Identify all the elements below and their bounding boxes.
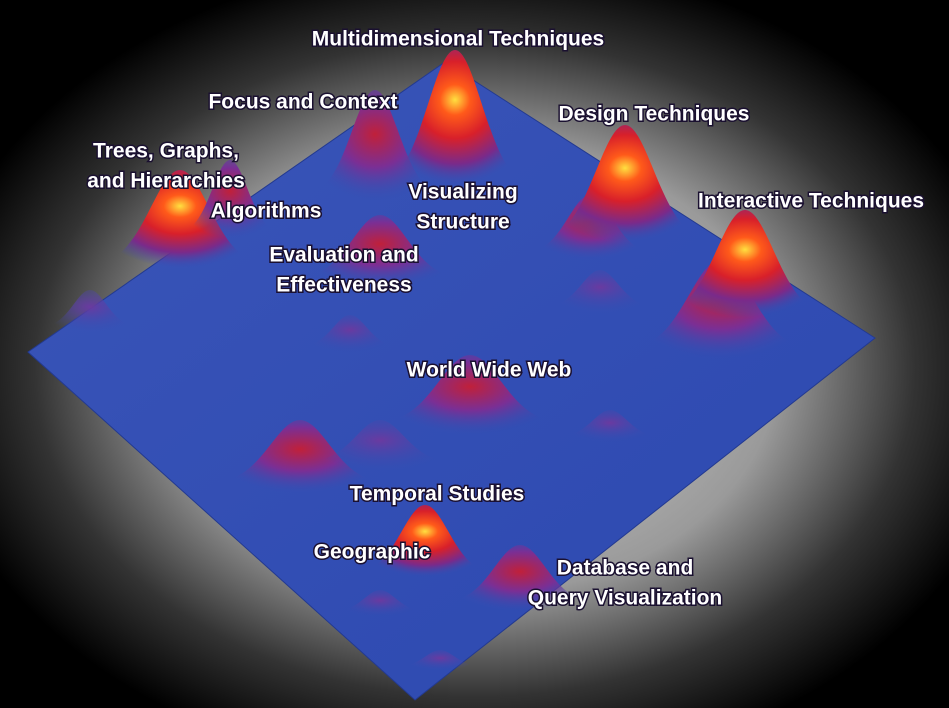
terrain-peak bbox=[570, 410, 650, 442]
topic-label: Database and bbox=[557, 557, 694, 580]
topic-label: World Wide Web bbox=[407, 359, 572, 382]
topic-label: Structure bbox=[416, 211, 509, 234]
terrain-peak bbox=[310, 215, 450, 288]
topic-label: Multidimensional Techniques bbox=[312, 28, 604, 51]
topic-label: Interactive Techniques bbox=[698, 190, 924, 213]
terrain-peak bbox=[225, 420, 375, 494]
topic-label: Effectiveness bbox=[276, 274, 411, 297]
terrain-peak bbox=[410, 650, 470, 671]
topic-labels: Multidimensional Techniques Focus and Con… bbox=[86, 26, 926, 611]
topic-label: Focus and Context bbox=[208, 91, 397, 114]
terrain-peak bbox=[320, 420, 440, 471]
terrain-peak bbox=[50, 290, 130, 332]
terrain-peak bbox=[670, 210, 820, 324]
terrain-peak bbox=[385, 50, 525, 193]
terrain-peak bbox=[105, 170, 255, 274]
topic-label: Design Techniques bbox=[559, 103, 750, 126]
terrain-peak bbox=[555, 270, 645, 313]
terrain-peak bbox=[345, 590, 415, 617]
topic-label: and Hierarchies bbox=[87, 170, 245, 193]
topic-label: Evaluation and bbox=[269, 244, 418, 267]
terrain-peaks bbox=[50, 50, 820, 671]
terrain-peak bbox=[310, 315, 390, 352]
topic-label: Temporal Studies bbox=[350, 483, 525, 506]
topic-label: Visualizing bbox=[408, 181, 517, 204]
topic-label: Query Visualization bbox=[528, 587, 723, 610]
terrain-peak bbox=[185, 160, 275, 238]
terrain-peak bbox=[455, 545, 585, 612]
terrain-peak bbox=[365, 505, 485, 581]
terrain-peak bbox=[550, 125, 700, 249]
topic-label: Algorithms bbox=[211, 200, 322, 223]
terrain-peak bbox=[390, 355, 550, 434]
topic-label: Trees, Graphs, bbox=[93, 140, 239, 163]
topic-label: Geographic bbox=[314, 541, 431, 564]
